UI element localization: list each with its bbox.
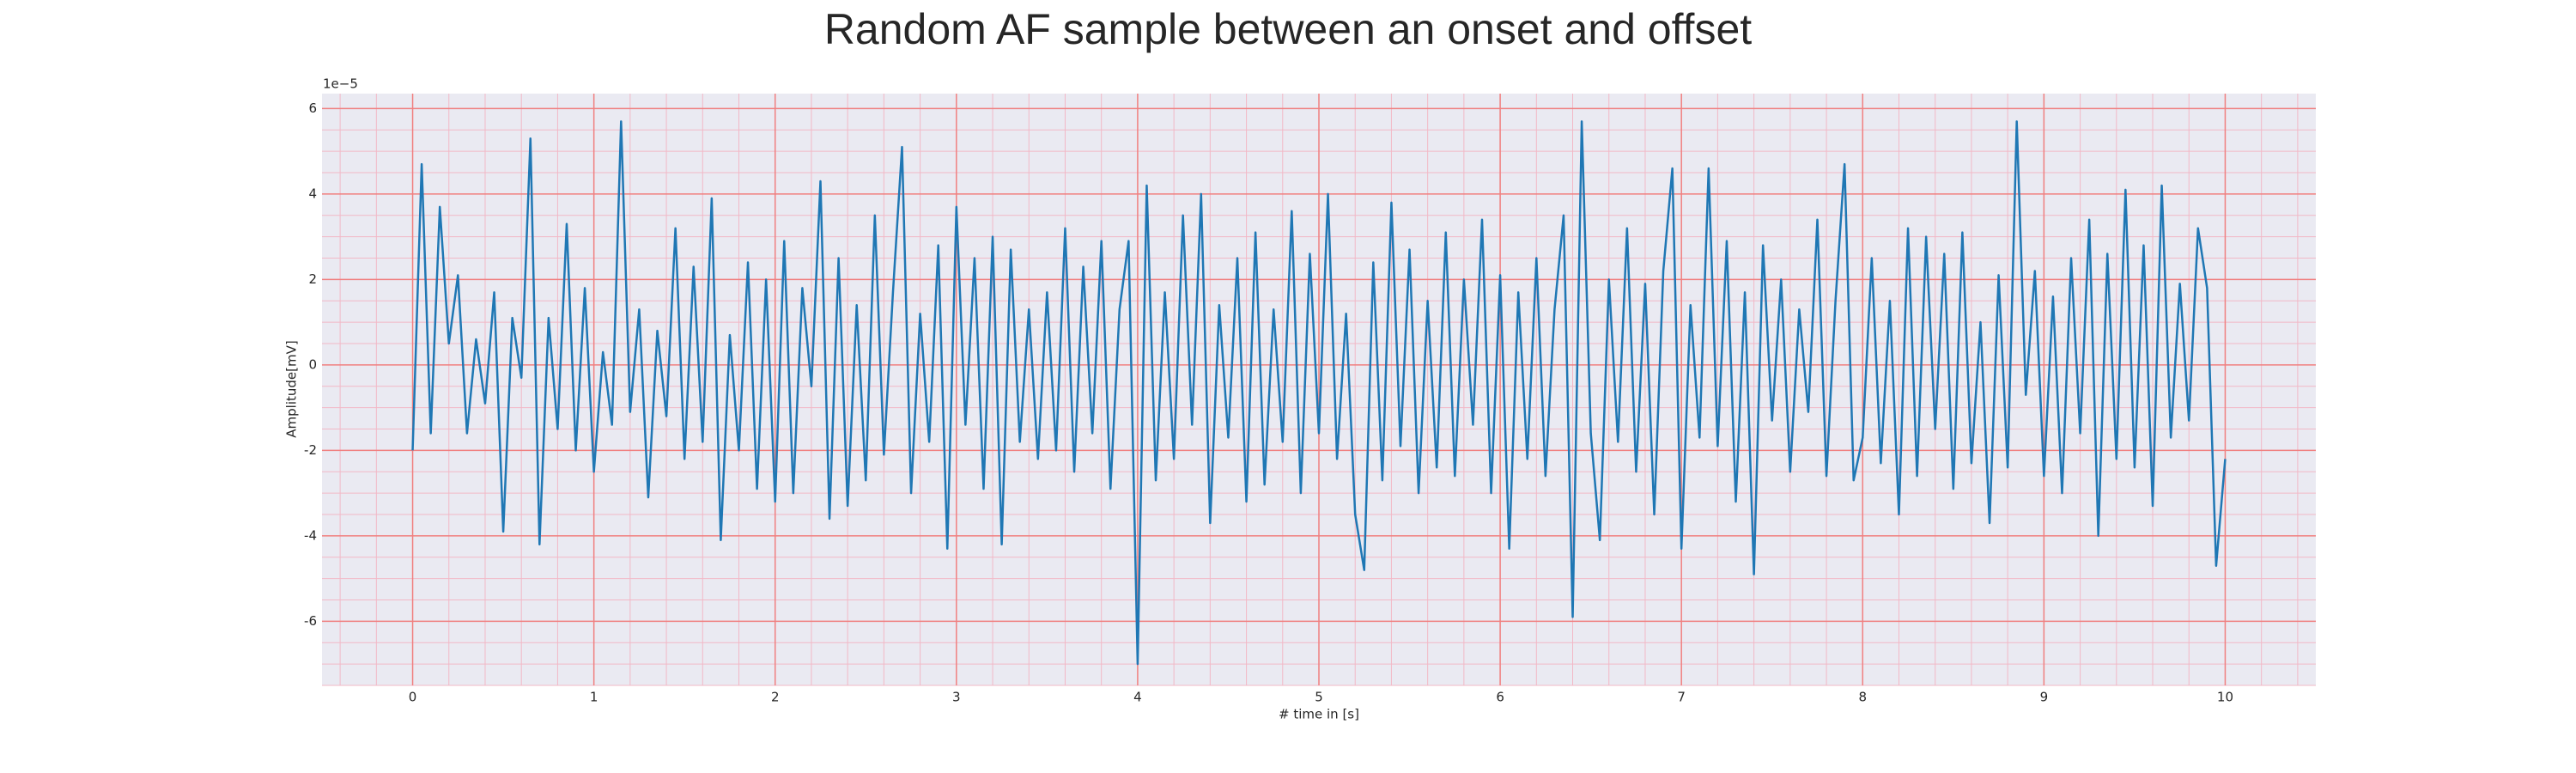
y-offset-label: 1e−5 bbox=[323, 76, 358, 92]
y-tick-label: 0 bbox=[308, 356, 317, 372]
y-tick-label: -6 bbox=[304, 613, 317, 629]
x-tick-label: 9 bbox=[2040, 690, 2049, 705]
x-axis-label: # time in [s] bbox=[1279, 707, 1359, 722]
x-tick-label: 10 bbox=[2217, 690, 2233, 705]
x-tick-label: 3 bbox=[952, 690, 961, 705]
x-tick-label: 0 bbox=[409, 690, 417, 705]
x-tick-label: 8 bbox=[1858, 690, 1867, 705]
y-tick-label: 2 bbox=[308, 271, 317, 287]
x-tick-label: 5 bbox=[1315, 690, 1323, 705]
x-tick-label: 6 bbox=[1496, 690, 1504, 705]
y-tick-label: 4 bbox=[308, 186, 317, 201]
data-line bbox=[411, 120, 2227, 666]
chart-title: Random AF sample between an onset and of… bbox=[824, 5, 1752, 53]
y-tick-label: 6 bbox=[308, 100, 317, 116]
x-tick-label: 7 bbox=[1677, 690, 1686, 705]
y-tick-label: -4 bbox=[304, 527, 317, 543]
x-tick-label: 4 bbox=[1133, 690, 1142, 705]
y-axis-label: Amplitude[mV] bbox=[284, 340, 300, 437]
y-tick-label: -2 bbox=[304, 442, 317, 458]
x-tick-label: 2 bbox=[771, 690, 780, 705]
x-tick-label: 1 bbox=[590, 690, 598, 705]
